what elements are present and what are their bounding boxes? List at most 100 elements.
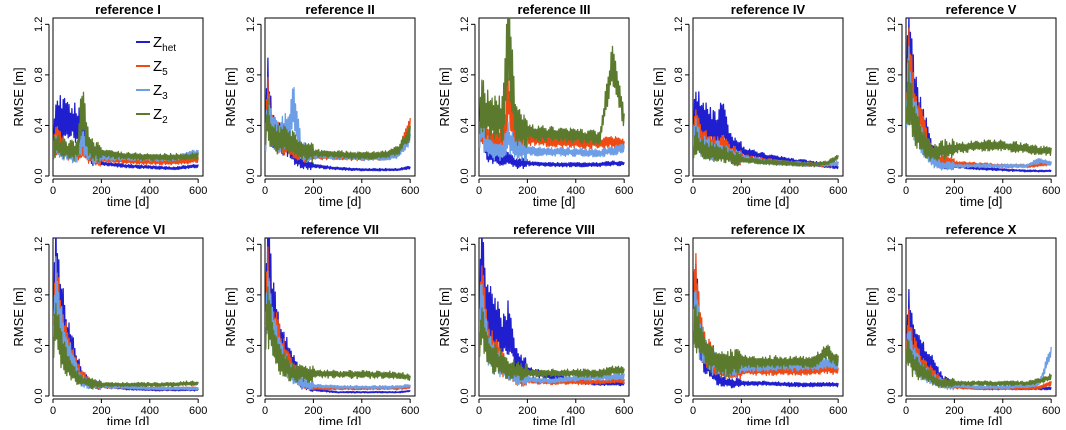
y-axis-label: RMSE [m] bbox=[651, 67, 666, 126]
y-axis-label: RMSE [m] bbox=[437, 67, 452, 126]
y-tick-label: 0.4 bbox=[459, 118, 471, 133]
panel-title: reference I bbox=[95, 2, 161, 17]
y-tick-label: 0.0 bbox=[33, 168, 45, 183]
y-tick-label: 1.2 bbox=[33, 237, 45, 252]
x-tick-label: 0 bbox=[50, 185, 56, 197]
series-group bbox=[53, 91, 199, 171]
x-tick-label: 600 bbox=[401, 185, 419, 197]
series-line bbox=[906, 59, 1052, 162]
x-tick-label: 0 bbox=[690, 185, 696, 197]
y-tick-label: 0.4 bbox=[459, 338, 471, 353]
x-tick-label: 400 bbox=[567, 405, 585, 417]
series-group bbox=[265, 57, 411, 172]
series-line bbox=[265, 97, 411, 164]
x-tick-label: 200 bbox=[945, 185, 963, 197]
series-line bbox=[693, 263, 839, 389]
series-line bbox=[693, 126, 839, 168]
x-tick-label: 400 bbox=[353, 185, 371, 197]
y-tick-label: 0.0 bbox=[245, 168, 257, 183]
x-axis-label: time [d] bbox=[319, 414, 362, 425]
x-tick-label: 600 bbox=[189, 405, 207, 417]
y-tick-label: 0.4 bbox=[33, 338, 45, 353]
y-tick-label: 1.2 bbox=[673, 237, 685, 252]
y-axis-label: RMSE [m] bbox=[437, 287, 452, 346]
y-tick-label: 0.4 bbox=[673, 118, 685, 133]
legend-item: Z5 bbox=[136, 58, 168, 78]
legend-label-subscript: 2 bbox=[162, 115, 168, 126]
y-axis-label: RMSE [m] bbox=[223, 67, 238, 126]
x-tick-label: 600 bbox=[401, 405, 419, 417]
series-line bbox=[479, 111, 625, 162]
y-tick-label: 0.4 bbox=[886, 338, 898, 353]
series-group bbox=[906, 288, 1052, 391]
y-tick-label: 0.4 bbox=[673, 338, 685, 353]
y-tick-label: 0.8 bbox=[245, 287, 257, 302]
x-tick-label: 600 bbox=[1042, 405, 1060, 417]
panel-5: reference V 0 200 400 600 time [d] 0.0 0.4 0.8 1.… bbox=[864, 2, 1060, 209]
legend-label: Z3 bbox=[153, 82, 168, 102]
series-group bbox=[53, 238, 199, 392]
y-tick-label: 1.2 bbox=[245, 237, 257, 252]
panel-title: reference VIII bbox=[513, 222, 595, 237]
series-line bbox=[265, 286, 411, 384]
panel-title: reference X bbox=[946, 222, 1017, 237]
legend-item: Z2 bbox=[136, 106, 168, 126]
x-tick-label: 400 bbox=[141, 405, 159, 417]
x-axis-label: time [d] bbox=[960, 194, 1003, 209]
y-axis-label: RMSE [m] bbox=[11, 67, 26, 126]
x-tick-label: 0 bbox=[690, 405, 696, 417]
y-tick-label: 0.0 bbox=[459, 168, 471, 183]
series-line bbox=[53, 302, 199, 390]
x-axis-label: time [d] bbox=[533, 194, 576, 209]
x-tick-label: 0 bbox=[50, 405, 56, 417]
legend-label-subscript: 5 bbox=[162, 67, 168, 78]
series-group bbox=[479, 238, 625, 387]
y-tick-label: 0.8 bbox=[886, 287, 898, 302]
series-line bbox=[479, 307, 625, 381]
y-tick-label: 0.4 bbox=[245, 338, 257, 353]
y-tick-label: 0.8 bbox=[886, 67, 898, 82]
panel-title: reference IV bbox=[731, 2, 806, 17]
panel-9: reference IX 0 200 400 600 time [d] 0.0 0.4 0.8 1… bbox=[651, 222, 847, 429]
x-tick-label: 400 bbox=[141, 185, 159, 197]
x-tick-label: 600 bbox=[615, 405, 633, 417]
x-tick-label: 400 bbox=[353, 405, 371, 417]
series-line bbox=[479, 18, 625, 148]
x-tick-label: 600 bbox=[829, 185, 847, 197]
x-tick-label: 200 bbox=[732, 405, 750, 417]
legend-label: Zhet bbox=[153, 34, 176, 54]
y-tick-label: 0.8 bbox=[673, 67, 685, 82]
x-tick-label: 200 bbox=[92, 405, 110, 417]
x-tick-label: 400 bbox=[567, 185, 585, 197]
y-tick-label: 0.0 bbox=[886, 388, 898, 403]
x-tick-label: 200 bbox=[945, 405, 963, 417]
x-axis-label: time [d] bbox=[747, 414, 790, 425]
x-tick-label: 400 bbox=[994, 405, 1012, 417]
y-tick-label: 1.2 bbox=[459, 237, 471, 252]
series-group bbox=[693, 252, 839, 389]
x-tick-label: 200 bbox=[304, 185, 322, 197]
x-tick-label: 0 bbox=[476, 405, 482, 417]
x-tick-label: 200 bbox=[518, 405, 536, 417]
x-tick-label: 600 bbox=[1042, 185, 1060, 197]
y-tick-label: 0.8 bbox=[459, 67, 471, 82]
x-tick-label: 200 bbox=[92, 185, 110, 197]
legend-label-subscript: 3 bbox=[162, 91, 168, 102]
y-tick-label: 0.4 bbox=[886, 118, 898, 133]
y-tick-label: 0.0 bbox=[459, 388, 471, 403]
plot-frame bbox=[52, 17, 204, 177]
legend-label: Z2 bbox=[153, 106, 168, 126]
y-tick-label: 0.8 bbox=[33, 287, 45, 302]
x-tick-label: 600 bbox=[189, 185, 207, 197]
series-group bbox=[265, 238, 411, 394]
x-axis-label: time [d] bbox=[107, 194, 150, 209]
series-group bbox=[479, 18, 625, 170]
y-tick-label: 1.2 bbox=[886, 237, 898, 252]
legend-label-base: Z bbox=[153, 34, 162, 51]
y-tick-label: 0.0 bbox=[245, 388, 257, 403]
series-line bbox=[479, 104, 625, 170]
legend-item: Z3 bbox=[136, 82, 168, 102]
